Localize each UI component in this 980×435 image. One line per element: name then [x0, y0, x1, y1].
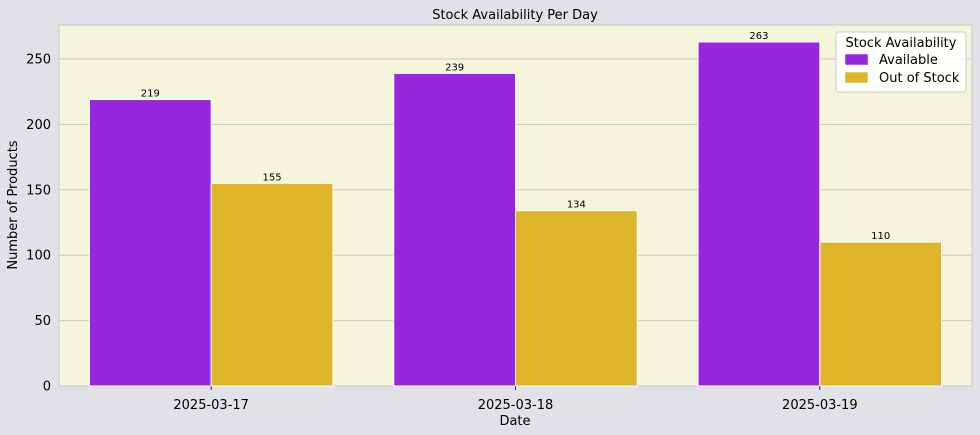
- y-axis: 0 50 100 150 200 250: [26, 53, 51, 395]
- y-tick-label: 200: [26, 118, 51, 133]
- y-tick-label: 150: [26, 183, 51, 198]
- legend[interactable]: Stock Availability Available Out of Stock: [835, 31, 967, 93]
- chart-title: Stock Availability Per Day: [432, 8, 598, 23]
- bar-out-of-stock[interactable]: [819, 241, 943, 387]
- bar-out-of-stock[interactable]: [515, 210, 638, 387]
- bars: [88, 41, 943, 387]
- legend-title: Stock Availability: [846, 36, 957, 51]
- bar-available[interactable]: [88, 99, 212, 387]
- y-axis-title: Number of Products: [6, 140, 21, 269]
- x-tick-label: 2025-03-19: [782, 398, 858, 413]
- x-axis: 2025-03-17 2025-03-18 2025-03-19: [173, 386, 858, 413]
- data-labels: 219 155 239 134 263 110: [141, 31, 890, 242]
- y-tick-label: 50: [34, 314, 51, 329]
- bar-out-of-stock[interactable]: [210, 182, 334, 387]
- y-tick-label: 100: [26, 249, 51, 264]
- legend-label: Available: [879, 53, 938, 68]
- data-label: 219: [141, 89, 160, 100]
- data-label: 134: [567, 200, 586, 211]
- data-label: 263: [749, 31, 768, 42]
- bar-available[interactable]: [697, 41, 821, 387]
- x-tick-label: 2025-03-18: [478, 398, 554, 413]
- bar-available[interactable]: [393, 72, 516, 387]
- legend-box: [835, 31, 967, 93]
- data-label: 239: [445, 62, 464, 73]
- x-tick-label: 2025-03-17: [173, 398, 249, 413]
- legend-swatch: [844, 53, 869, 66]
- y-tick-label: 250: [26, 53, 51, 68]
- x-axis-title: Date: [499, 414, 530, 429]
- data-label: 155: [262, 172, 281, 183]
- legend-label: Out of Stock: [879, 71, 960, 86]
- y-tick-label: 0: [43, 380, 51, 395]
- legend-swatch: [844, 71, 869, 84]
- legend-items: Available Out of Stock: [844, 53, 960, 86]
- data-label: 110: [871, 231, 890, 242]
